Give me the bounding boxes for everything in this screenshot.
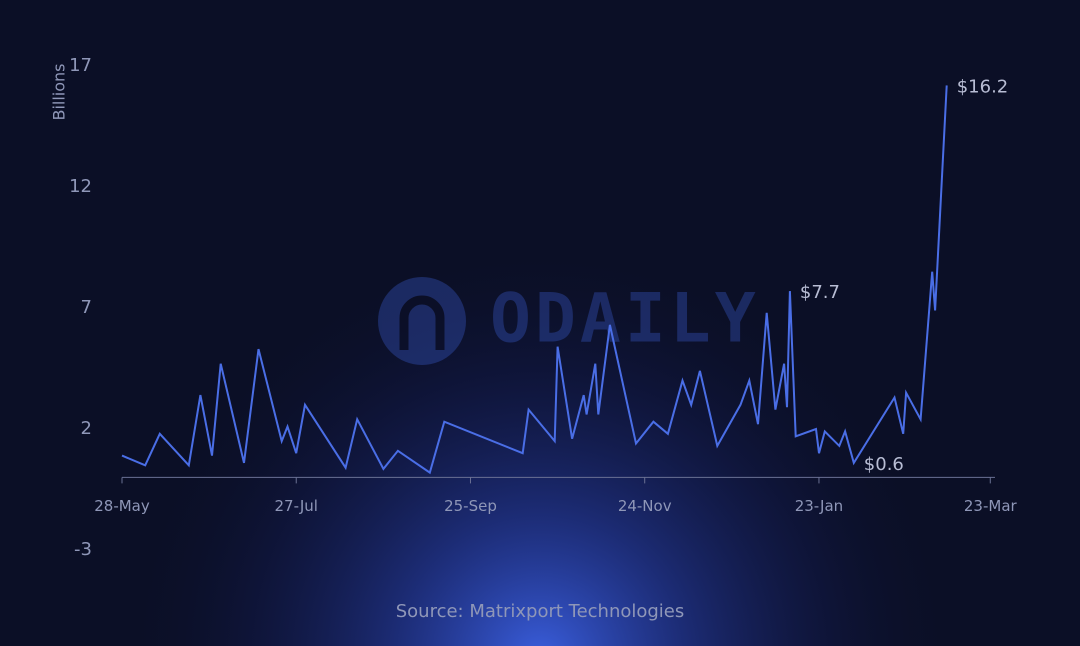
value-label: $7.7 xyxy=(800,282,840,303)
background-glow xyxy=(0,240,1080,646)
x-tick-label: 28-May xyxy=(94,497,150,515)
y-tick-label: 12 xyxy=(69,176,92,197)
y-axis-label: Billions xyxy=(50,63,69,120)
x-tick-label: 25-Sep xyxy=(444,497,497,515)
y-tick-label: 2 xyxy=(81,418,92,439)
value-label: $0.6 xyxy=(864,454,904,475)
y-tick-label: 7 xyxy=(81,297,92,318)
y-tick-label: 17 xyxy=(69,55,92,76)
x-tick-label: 23-Jan xyxy=(795,497,843,515)
watermark-logo xyxy=(378,277,466,365)
x-tick-label: 24-Nov xyxy=(618,497,672,515)
x-tick-label: 23-Mar xyxy=(964,497,1018,515)
y-tick-label: -3 xyxy=(74,539,92,560)
watermark-text: ODAILY xyxy=(490,280,760,359)
line xyxy=(121,85,948,475)
source: Source: Matrixport Technologies xyxy=(396,601,685,622)
x-tick-label: 27-Jul xyxy=(275,497,318,515)
value-label: $16.2 xyxy=(957,76,1009,97)
